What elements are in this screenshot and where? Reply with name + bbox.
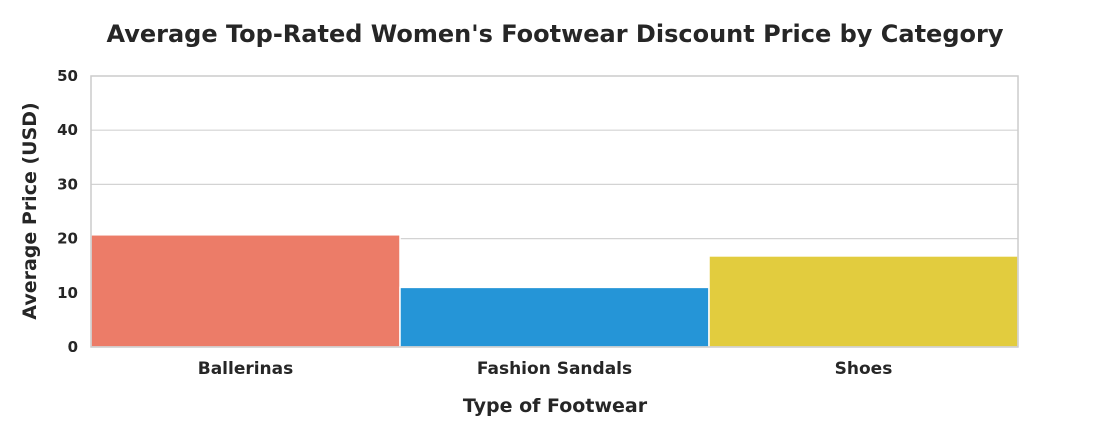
y-axis-label: Average Price (USD) bbox=[19, 102, 41, 319]
x-tick-label: Fashion Sandals bbox=[477, 359, 632, 379]
bars bbox=[90, 234, 1019, 348]
bar-shoes bbox=[708, 255, 1019, 348]
plot-frame bbox=[90, 75, 1019, 348]
y-tick-labels: 0 10 20 30 40 50 bbox=[57, 67, 78, 356]
chart-title: Average Top-Rated Women's Footwear Disco… bbox=[107, 20, 1004, 48]
y-tick-label: 20 bbox=[57, 230, 78, 248]
y-tick-label: 50 bbox=[57, 67, 78, 85]
y-tick-label: 40 bbox=[57, 121, 78, 139]
x-axis-label: Type of Footwear bbox=[463, 395, 648, 417]
y-tick-label: 30 bbox=[57, 175, 78, 193]
x-tick-labels: Ballerinas Fashion Sandals Shoes bbox=[198, 359, 893, 379]
x-tick-label: Shoes bbox=[835, 359, 893, 379]
bar-fashion-sandals bbox=[399, 286, 710, 348]
bar-ballerinas bbox=[90, 234, 401, 348]
y-tick-label: 0 bbox=[68, 338, 78, 356]
y-tick-label: 10 bbox=[57, 284, 78, 302]
x-tick-label: Ballerinas bbox=[198, 359, 294, 379]
